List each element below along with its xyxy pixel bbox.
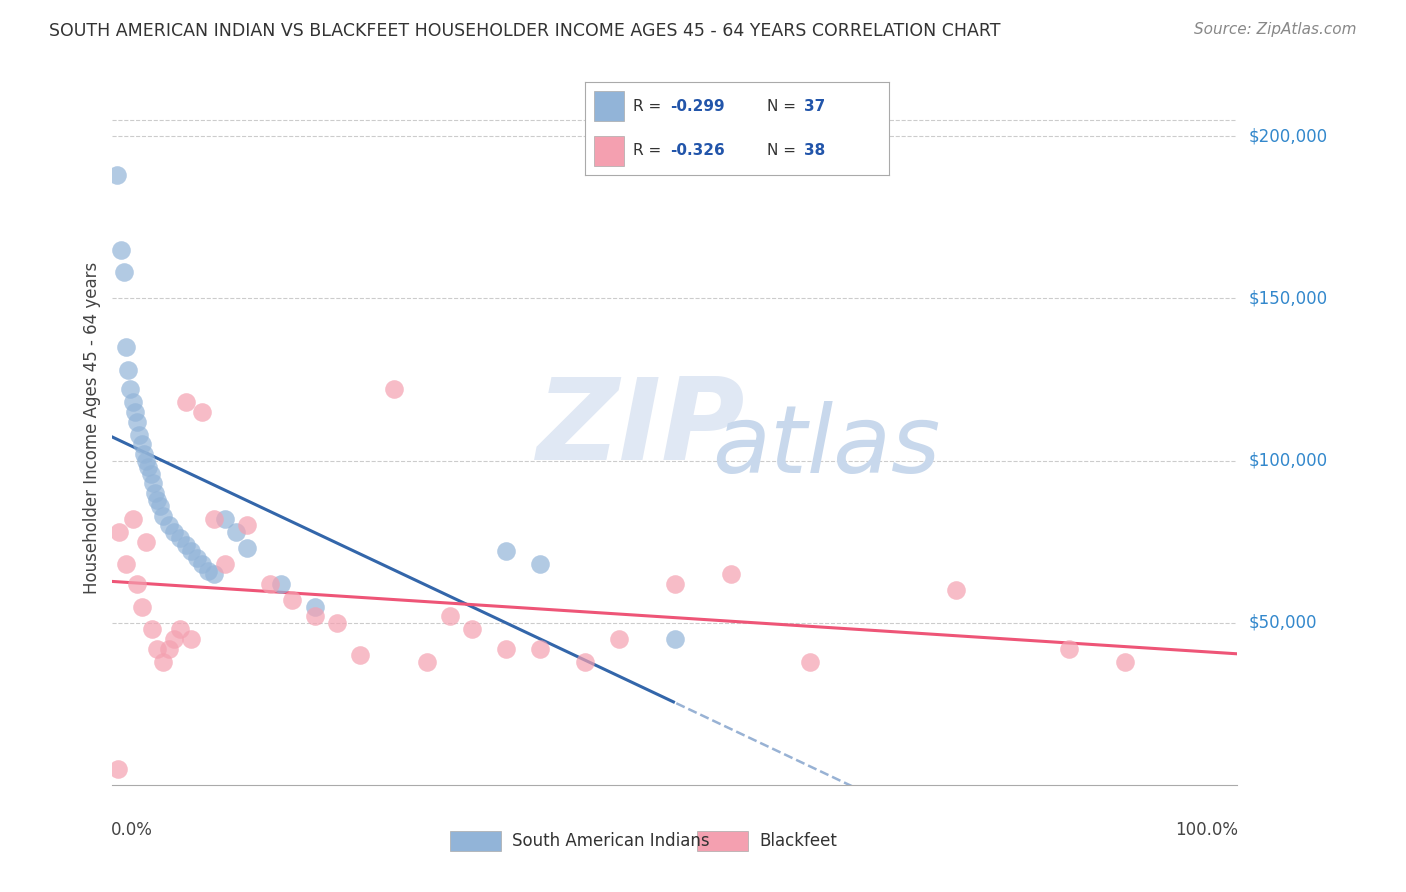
- Point: [191, 558, 214, 572]
- Point: [270, 577, 292, 591]
- Point: [149, 499, 172, 513]
- Point: [105, 168, 128, 182]
- Text: 100.0%: 100.0%: [1175, 821, 1239, 838]
- Point: [146, 641, 169, 656]
- Point: [720, 567, 742, 582]
- Point: [163, 632, 186, 646]
- Point: [461, 622, 484, 636]
- Point: [163, 524, 186, 539]
- Point: [108, 524, 131, 539]
- Point: [128, 427, 150, 442]
- Point: [416, 655, 439, 669]
- Text: 0.0%: 0.0%: [111, 821, 153, 838]
- Point: [202, 567, 225, 582]
- Point: [169, 532, 191, 546]
- Point: [664, 577, 686, 591]
- Point: [112, 265, 135, 279]
- Point: [131, 599, 153, 614]
- Point: [664, 632, 686, 646]
- Point: [214, 558, 236, 572]
- Point: [281, 593, 304, 607]
- Text: $200,000: $200,000: [1249, 128, 1327, 145]
- Point: [152, 508, 174, 523]
- Point: [174, 395, 197, 409]
- Text: atlas: atlas: [713, 401, 941, 491]
- Point: [326, 615, 349, 630]
- Point: [131, 437, 153, 451]
- Point: [607, 632, 630, 646]
- Point: [121, 395, 143, 409]
- Point: [236, 518, 259, 533]
- Point: [495, 641, 517, 656]
- FancyBboxPatch shape: [697, 831, 748, 851]
- Y-axis label: Householder Income Ages 45 - 64 years: Householder Income Ages 45 - 64 years: [83, 262, 101, 594]
- Text: ZIP: ZIP: [537, 373, 745, 483]
- Point: [107, 762, 129, 776]
- Point: [529, 558, 551, 572]
- Point: [157, 641, 180, 656]
- Point: [1057, 641, 1080, 656]
- Text: South American Indians: South American Indians: [512, 832, 710, 850]
- Point: [799, 655, 821, 669]
- Point: [191, 405, 214, 419]
- Point: [115, 558, 138, 572]
- Point: [214, 512, 236, 526]
- Point: [142, 476, 165, 491]
- Point: [169, 622, 191, 636]
- Point: [115, 340, 138, 354]
- Point: [1114, 655, 1136, 669]
- Point: [236, 541, 259, 556]
- Point: [127, 415, 149, 429]
- Point: [382, 382, 405, 396]
- Point: [138, 460, 160, 475]
- Point: [186, 550, 208, 565]
- Text: $100,000: $100,000: [1249, 451, 1327, 469]
- Point: [180, 632, 202, 646]
- Point: [529, 641, 551, 656]
- Point: [135, 534, 157, 549]
- Point: [202, 512, 225, 526]
- Point: [349, 648, 371, 663]
- Point: [495, 544, 517, 558]
- FancyBboxPatch shape: [450, 831, 501, 851]
- Point: [304, 599, 326, 614]
- Point: [132, 447, 155, 461]
- Point: [439, 609, 461, 624]
- Point: [124, 405, 146, 419]
- Point: [117, 363, 139, 377]
- Point: [304, 609, 326, 624]
- Point: [135, 453, 157, 467]
- Text: $150,000: $150,000: [1249, 289, 1327, 308]
- Point: [110, 243, 132, 257]
- Point: [574, 655, 596, 669]
- Point: [127, 577, 149, 591]
- Text: SOUTH AMERICAN INDIAN VS BLACKFEET HOUSEHOLDER INCOME AGES 45 - 64 YEARS CORRELA: SOUTH AMERICAN INDIAN VS BLACKFEET HOUSE…: [49, 22, 1001, 40]
- Point: [225, 524, 247, 539]
- Point: [139, 467, 162, 481]
- Point: [120, 382, 142, 396]
- Text: $50,000: $50,000: [1249, 614, 1317, 632]
- Point: [945, 583, 967, 598]
- Point: [157, 518, 180, 533]
- Point: [259, 577, 281, 591]
- Point: [146, 492, 169, 507]
- Point: [197, 564, 219, 578]
- Point: [180, 544, 202, 558]
- Point: [141, 622, 163, 636]
- Point: [174, 538, 197, 552]
- Text: Blackfeet: Blackfeet: [759, 832, 837, 850]
- Point: [121, 512, 143, 526]
- Point: [152, 655, 174, 669]
- Point: [143, 486, 166, 500]
- Text: Source: ZipAtlas.com: Source: ZipAtlas.com: [1194, 22, 1357, 37]
